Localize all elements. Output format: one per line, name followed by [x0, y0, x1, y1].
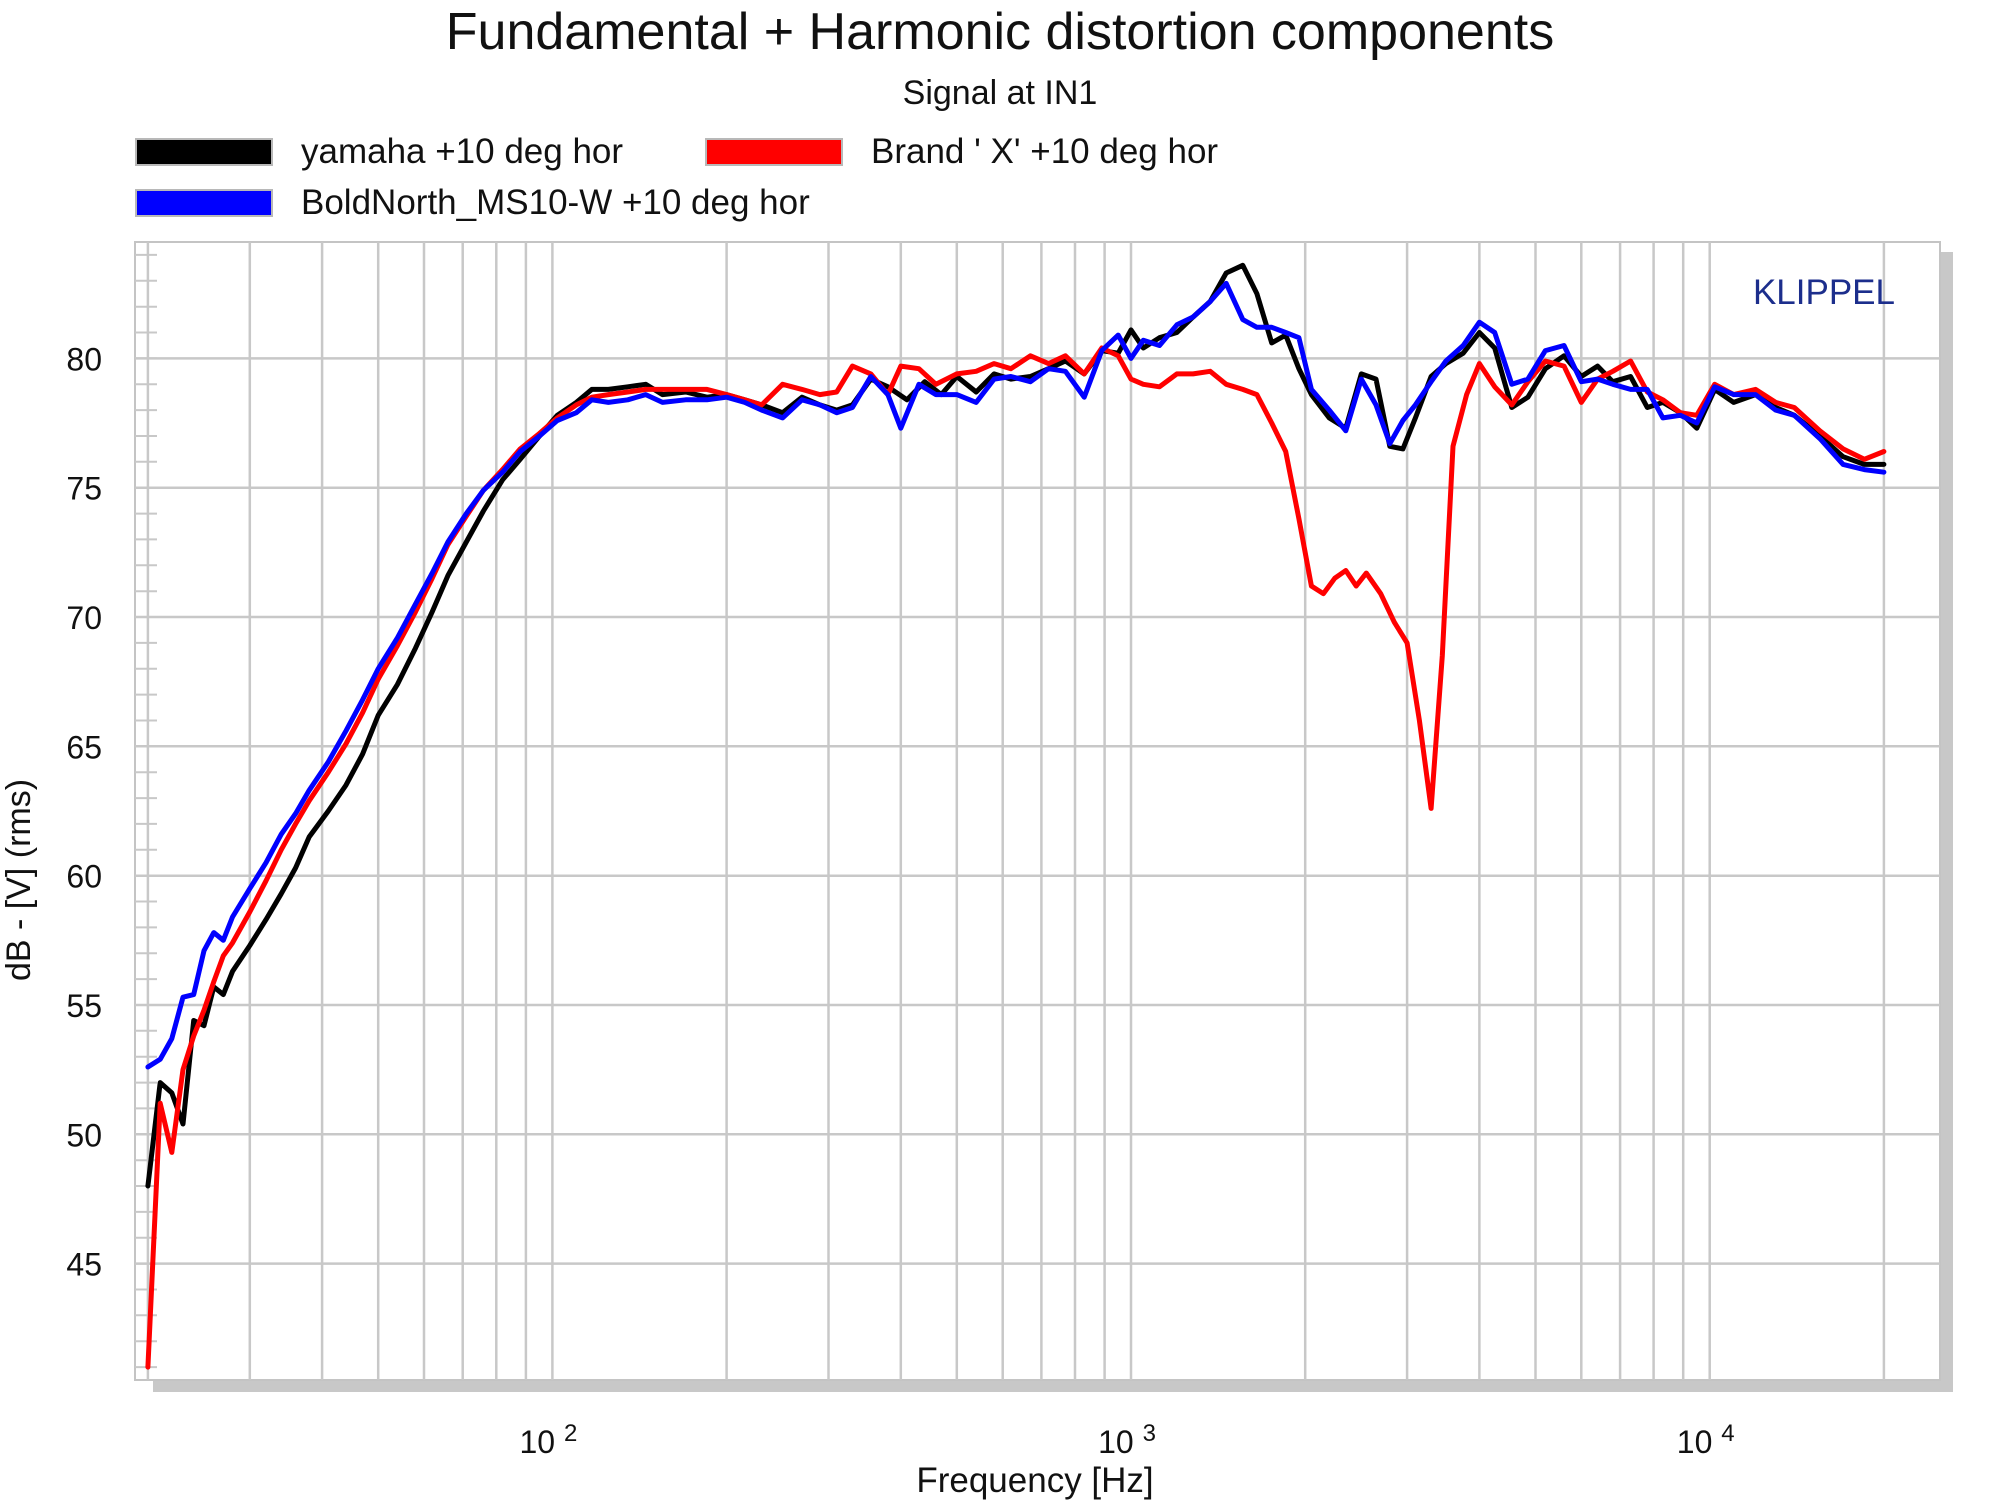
- series-line-2: [145, 345, 1887, 1370]
- chart-subtitle: Signal at IN1: [902, 74, 1098, 112]
- legend-item-boldnorth: BoldNorth_MS10-W +10 deg hor: [135, 183, 810, 223]
- x-axis-label: Frequency [Hz]: [916, 1461, 1153, 1500]
- x-tick-label: 10 3: [1098, 1420, 1156, 1460]
- chart-title: Fundamental + Harmonic distortion compon…: [445, 3, 1555, 61]
- legend-swatch-yamaha: [135, 138, 273, 166]
- klippel-watermark: KLIPPEL: [1753, 273, 1895, 312]
- y-tick-label: 65: [66, 729, 102, 765]
- legend-item-brand-x: Brand ' X' +10 deg hor: [705, 132, 1218, 172]
- series-line-1: [145, 262, 1887, 1189]
- x-tick-label: 10 4: [1677, 1420, 1735, 1460]
- legend-label-yamaha: yamaha +10 deg hor: [301, 132, 624, 171]
- y-tick-label: 70: [66, 600, 102, 636]
- y-axis-ticks: 45 50 55 60 65 70 75 80: [66, 341, 102, 1282]
- x-axis-ticks: 10 2 10 3 10 4: [519, 1420, 1734, 1460]
- series-line-3: [145, 280, 1887, 1070]
- legend-item-yamaha: yamaha +10 deg hor: [135, 132, 623, 172]
- plot-area: [134, 241, 1941, 1381]
- legend-label-boldnorth: BoldNorth_MS10-W +10 deg hor: [301, 183, 810, 222]
- y-tick-label: 75: [66, 471, 102, 507]
- y-tick-label: 80: [66, 341, 102, 377]
- y-tick-label: 60: [66, 859, 102, 895]
- y-tick-label: 45: [66, 1247, 102, 1283]
- y-tick-label: 50: [66, 1117, 102, 1153]
- y-axis-label: dB - [V] (rms): [0, 779, 38, 981]
- x-tick-label: 10 2: [519, 1420, 577, 1460]
- y-tick-label: 55: [66, 988, 102, 1024]
- series-layer: [145, 262, 1887, 1370]
- legend-swatch-boldnorth: [135, 189, 273, 217]
- legend-swatch-brand-x: [705, 138, 843, 166]
- grid: [135, 242, 1940, 1380]
- legend-label-brand-x: Brand ' X' +10 deg hor: [871, 132, 1219, 171]
